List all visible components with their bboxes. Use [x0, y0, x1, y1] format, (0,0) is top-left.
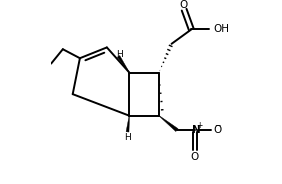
Text: H: H	[116, 50, 123, 59]
Text: O: O	[214, 125, 222, 135]
Polygon shape	[117, 56, 129, 73]
Text: OH: OH	[214, 24, 230, 34]
Text: H: H	[124, 133, 131, 142]
Text: N: N	[192, 125, 201, 135]
Text: O: O	[191, 152, 199, 162]
Text: +: +	[196, 121, 202, 130]
Polygon shape	[159, 116, 178, 132]
Text: −: −	[214, 121, 221, 130]
Polygon shape	[126, 116, 129, 132]
Text: O: O	[179, 0, 187, 10]
